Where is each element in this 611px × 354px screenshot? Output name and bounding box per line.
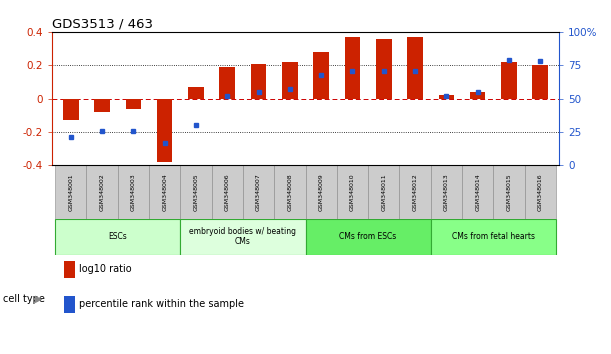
Bar — [55, 218, 180, 255]
Bar — [493, 165, 525, 218]
Bar — [157, 98, 172, 162]
Bar — [306, 165, 337, 218]
Bar — [439, 95, 454, 98]
Text: GSM348001: GSM348001 — [68, 173, 73, 211]
Bar — [125, 98, 141, 109]
Bar — [180, 165, 211, 218]
Bar — [345, 37, 360, 98]
Bar — [408, 37, 423, 98]
Text: GSM348008: GSM348008 — [287, 173, 292, 211]
Text: GSM348010: GSM348010 — [350, 173, 355, 211]
Bar — [243, 165, 274, 218]
Text: GSM348013: GSM348013 — [444, 173, 449, 211]
Text: log10 ratio: log10 ratio — [79, 264, 132, 274]
Bar — [431, 165, 462, 218]
Bar — [149, 165, 180, 218]
Text: GSM348015: GSM348015 — [507, 173, 511, 211]
Bar — [188, 87, 203, 98]
Bar — [306, 218, 431, 255]
Bar — [63, 98, 79, 120]
Bar — [180, 218, 306, 255]
Bar — [431, 218, 556, 255]
Bar — [470, 92, 486, 98]
Text: GSM348011: GSM348011 — [381, 173, 386, 211]
Bar — [274, 165, 306, 218]
Bar — [376, 39, 392, 98]
Text: embryoid bodies w/ beating
CMs: embryoid bodies w/ beating CMs — [189, 227, 296, 246]
Text: GSM348012: GSM348012 — [412, 173, 417, 211]
Bar — [462, 165, 493, 218]
Text: CMs from fetal hearts: CMs from fetal hearts — [452, 232, 535, 241]
Bar — [525, 165, 556, 218]
Bar — [86, 165, 118, 218]
Bar — [337, 165, 368, 218]
Text: GDS3513 / 463: GDS3513 / 463 — [52, 18, 153, 31]
Bar — [313, 52, 329, 98]
Bar — [211, 165, 243, 218]
Text: GSM348002: GSM348002 — [100, 173, 104, 211]
Bar — [501, 62, 517, 98]
Bar — [282, 62, 298, 98]
Bar — [118, 165, 149, 218]
Text: GSM348014: GSM348014 — [475, 173, 480, 211]
Bar — [94, 98, 110, 112]
Text: CMs from ESCs: CMs from ESCs — [340, 232, 397, 241]
Bar — [400, 165, 431, 218]
Text: percentile rank within the sample: percentile rank within the sample — [79, 299, 244, 309]
Text: GSM348004: GSM348004 — [162, 173, 167, 211]
Text: GSM348005: GSM348005 — [194, 173, 199, 211]
Bar — [251, 63, 266, 98]
Text: GSM348006: GSM348006 — [225, 173, 230, 211]
Bar — [55, 165, 86, 218]
Text: GSM348009: GSM348009 — [319, 173, 324, 211]
Text: GSM348016: GSM348016 — [538, 173, 543, 211]
Bar — [368, 165, 400, 218]
Bar — [532, 65, 548, 98]
Text: GSM348003: GSM348003 — [131, 173, 136, 211]
Text: GSM348007: GSM348007 — [256, 173, 261, 211]
Text: ▶: ▶ — [35, 294, 43, 304]
Text: ESCs: ESCs — [108, 232, 127, 241]
Text: cell type: cell type — [3, 294, 45, 304]
Bar — [219, 67, 235, 98]
